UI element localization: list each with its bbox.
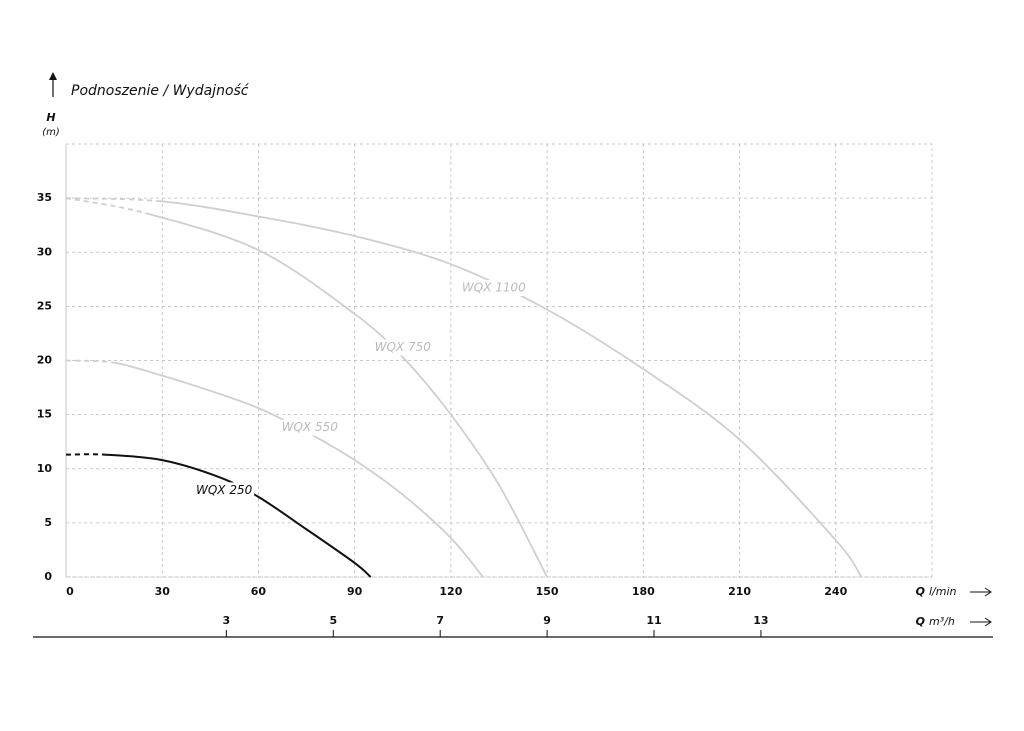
y-arrow-head — [49, 72, 57, 80]
y-tick-label: 5 — [44, 516, 52, 529]
y-tick-label: 0 — [44, 570, 52, 583]
x-tick-label: 120 — [439, 585, 462, 598]
x2-tick-label: 3 — [223, 614, 231, 627]
label-gap — [279, 419, 340, 436]
x-tick-label: 60 — [251, 585, 267, 598]
curve — [65, 197, 548, 578]
x-tick-label: 180 — [632, 585, 655, 598]
x2-tick-label: 11 — [646, 614, 661, 627]
x2-tick-label: 5 — [329, 614, 337, 627]
curve — [65, 197, 863, 578]
label-gap — [463, 279, 524, 296]
label-gap — [194, 482, 255, 499]
y-tick-label: 25 — [37, 299, 52, 312]
series-label: WQX 250 — [196, 483, 253, 497]
x-tick-label: 150 — [536, 585, 559, 598]
x2-tick-label: 13 — [753, 614, 768, 627]
x-axis-unit: l/min — [929, 585, 957, 598]
x-tick-label: 90 — [347, 585, 363, 598]
y-tick-label: 10 — [37, 462, 53, 475]
x-tick-label: 0 — [66, 585, 74, 598]
series-label: WQX 750 — [375, 340, 432, 354]
x2-tick-label: 9 — [543, 614, 551, 627]
chart-title: Podnoszenie / Wydajność — [71, 83, 250, 99]
x2-axis-unit: m³/h — [929, 615, 955, 628]
x2-axis-symbol: Q — [916, 615, 925, 628]
y-axis-symbol: H — [46, 111, 55, 124]
y-tick-label: 30 — [37, 245, 53, 258]
series-label: WQX 550 — [282, 420, 339, 434]
x-tick-label: 210 — [728, 585, 751, 598]
y-tick-label: 35 — [37, 191, 52, 204]
x-tick-label: 240 — [824, 585, 847, 598]
x2-tick-label: 7 — [436, 614, 444, 627]
y-axis-unit: (m) — [42, 127, 60, 138]
curve — [65, 453, 372, 578]
x-arrow — [970, 587, 992, 597]
label-gap — [372, 339, 433, 356]
series-label: WQX 1100 — [462, 280, 526, 294]
x2-arrow — [970, 617, 992, 627]
y-tick-label: 20 — [37, 354, 53, 367]
x-axis-symbol: Q — [916, 585, 925, 598]
y-tick-label: 15 — [37, 408, 52, 421]
x-tick-label: 30 — [155, 585, 171, 598]
